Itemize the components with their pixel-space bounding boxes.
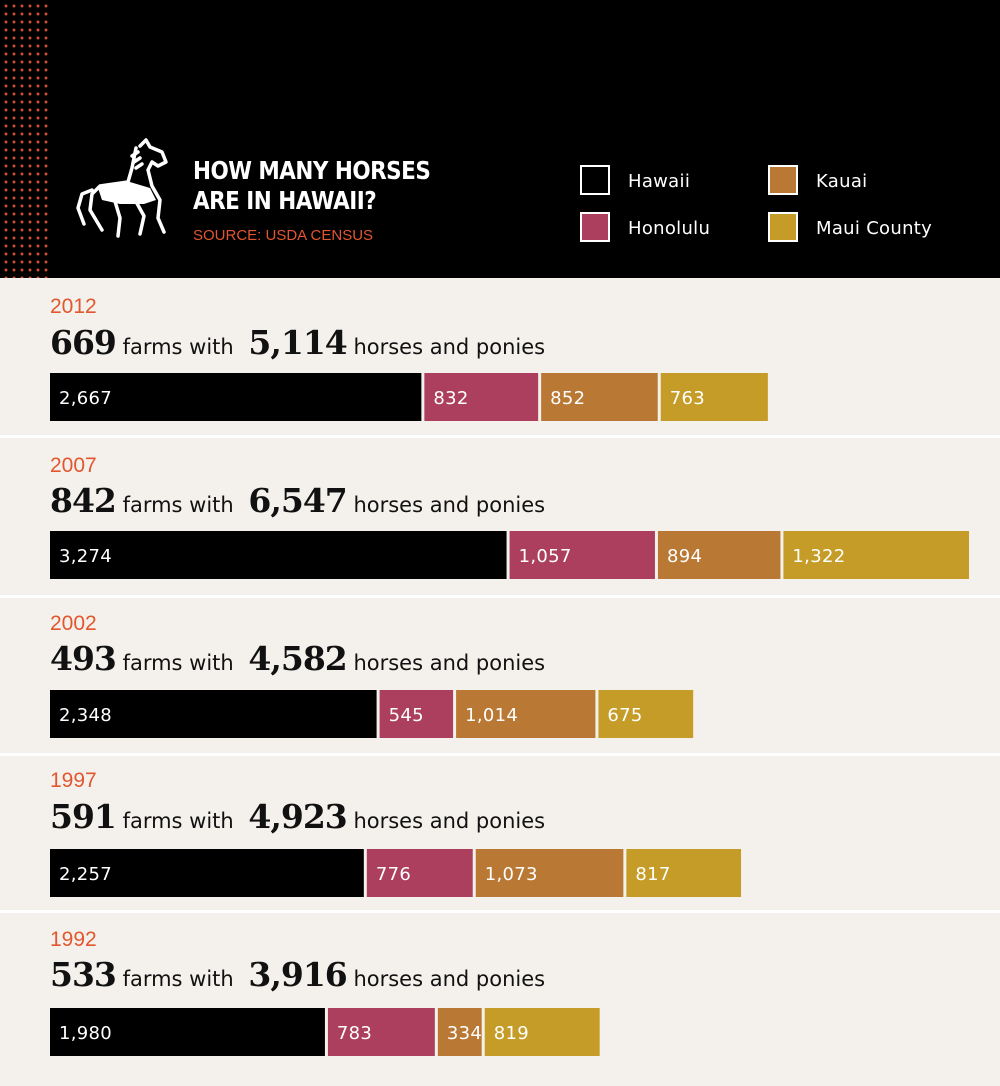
horse-count: 6,547 xyxy=(248,481,347,520)
bar-segment-hawaii-1992 xyxy=(50,1008,325,1056)
summary-mid-text: farms with xyxy=(122,335,234,359)
summary-1997: 591 farms with 4,923 horses and ponies xyxy=(50,800,545,833)
row-divider xyxy=(0,595,1000,598)
bar-segment-honolulu-2002 xyxy=(379,690,454,738)
legend-label-honolulu: Honolulu xyxy=(628,218,711,239)
data-label-maui-county-1992: 819 xyxy=(494,1023,529,1044)
data-label-kauai-2012: 852 xyxy=(550,388,585,409)
legend-label-maui-county: Maui County xyxy=(816,218,933,239)
summary-end-text: horses and ponies xyxy=(353,335,546,359)
bar-segment-hawaii-2012 xyxy=(50,373,422,421)
chart-title-line-1: HOW MANY HORSES xyxy=(193,156,431,185)
horse-count: 5,114 xyxy=(248,323,347,362)
horse-count: 3,916 xyxy=(248,955,347,994)
data-label-maui-county-2002: 675 xyxy=(607,705,642,726)
farm-count: 669 xyxy=(50,323,117,362)
chart-title-line-2: ARE IN HAWAII? xyxy=(193,186,377,215)
bar-segment-kauai-2007 xyxy=(657,531,781,579)
horse-count: 4,582 xyxy=(248,639,347,678)
row-divider xyxy=(0,910,1000,913)
bar-segment-kauai-2002 xyxy=(456,690,596,738)
bar-segment-honolulu-1997 xyxy=(366,849,473,897)
legend-swatch-honolulu xyxy=(580,212,610,242)
summary-mid-text: farms with xyxy=(122,967,234,991)
dot-pattern xyxy=(0,0,50,278)
year-label-1992: 1992 xyxy=(50,928,97,951)
year-label-2002: 2002 xyxy=(50,612,97,635)
bar-segment-honolulu-1992 xyxy=(327,1008,435,1056)
legend-swatch-hawaii xyxy=(580,165,610,195)
bar-segment-maui-county-1992 xyxy=(484,1008,600,1056)
bar-segment-kauai-2012 xyxy=(541,373,658,421)
legend-swatch-kauai xyxy=(768,165,798,195)
summary-1992: 533 farms with 3,916 horses and ponies xyxy=(50,958,545,991)
data-label-maui-county-2012: 763 xyxy=(670,388,705,409)
data-label-kauai-1992: 334 xyxy=(447,1023,482,1044)
bar-segment-kauai-1997 xyxy=(475,849,624,897)
row-divider xyxy=(0,753,1000,756)
data-label-kauai-2002: 1,014 xyxy=(465,705,518,726)
data-label-hawaii-1992: 1,980 xyxy=(59,1023,112,1044)
year-label-1997: 1997 xyxy=(50,769,97,792)
bar-segment-maui-county-2002 xyxy=(598,690,694,738)
horse-count: 4,923 xyxy=(248,797,347,836)
summary-mid-text: farms with xyxy=(122,493,234,517)
legend-label-hawaii: Hawaii xyxy=(628,171,691,192)
summary-2007: 842 farms with 6,547 horses and ponies xyxy=(50,484,545,517)
bar-segment-hawaii-1997 xyxy=(50,849,364,897)
summary-2012: 669 farms with 5,114 horses and ponies xyxy=(50,326,545,359)
summary-mid-text: farms with xyxy=(122,651,234,675)
bar-segment-hawaii-2007 xyxy=(50,531,507,579)
bar-segment-honolulu-2007 xyxy=(509,531,655,579)
data-label-honolulu-1997: 776 xyxy=(376,864,411,885)
data-label-honolulu-1992: 783 xyxy=(337,1023,372,1044)
summary-2002: 493 farms with 4,582 horses and ponies xyxy=(50,642,545,675)
bar-segment-maui-county-1997 xyxy=(626,849,742,897)
bar-segment-maui-county-2007 xyxy=(783,531,969,579)
data-label-honolulu-2012: 832 xyxy=(433,388,468,409)
summary-mid-text: farms with xyxy=(122,809,234,833)
source-note: SOURCE: USDA CENSUS xyxy=(193,227,374,244)
bar-segment-maui-county-2012 xyxy=(660,373,768,421)
horse-icon xyxy=(76,138,168,238)
summary-end-text: horses and ponies xyxy=(353,809,546,833)
data-label-maui-county-1997: 817 xyxy=(635,864,670,885)
farm-count: 842 xyxy=(50,481,117,520)
data-label-kauai-2007: 894 xyxy=(667,546,702,567)
data-label-hawaii-2012: 2,667 xyxy=(59,388,112,409)
row-divider xyxy=(0,435,1000,438)
bar-segment-hawaii-2002 xyxy=(50,690,377,738)
farm-count: 493 xyxy=(50,639,117,678)
legend-label-kauai: Kauai xyxy=(816,171,868,192)
data-label-hawaii-2007: 3,274 xyxy=(59,546,112,567)
year-label-2012: 2012 xyxy=(50,295,97,318)
farm-count: 533 xyxy=(50,955,117,994)
year-label-2007: 2007 xyxy=(50,454,97,477)
header-banner: HOW MANY HORSES ARE IN HAWAII? SOURCE: U… xyxy=(0,0,1000,278)
data-label-honolulu-2002: 545 xyxy=(389,705,424,726)
data-label-hawaii-2002: 2,348 xyxy=(59,705,112,726)
farm-count: 591 xyxy=(50,797,117,836)
summary-end-text: horses and ponies xyxy=(353,651,546,675)
bar-segment-kauai-1992 xyxy=(437,1008,482,1056)
summary-end-text: horses and ponies xyxy=(353,967,546,991)
bar-segment-honolulu-2012 xyxy=(424,373,539,421)
data-label-maui-county-2007: 1,322 xyxy=(792,546,845,567)
summary-end-text: horses and ponies xyxy=(353,493,546,517)
data-label-kauai-1997: 1,073 xyxy=(485,864,538,885)
data-label-honolulu-2007: 1,057 xyxy=(519,546,572,567)
data-label-hawaii-1997: 2,257 xyxy=(59,864,112,885)
legend-swatch-maui-county xyxy=(768,212,798,242)
